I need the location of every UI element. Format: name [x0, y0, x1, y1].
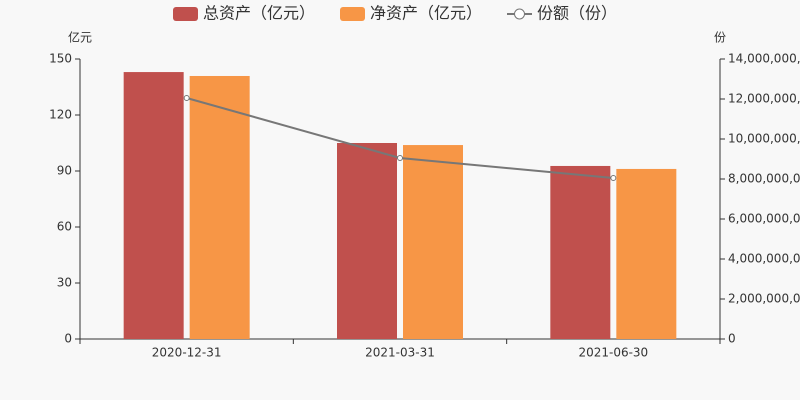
- legend-label: 净资产（亿元）: [370, 4, 482, 23]
- bar: [616, 168, 677, 339]
- legend-icon: [514, 8, 525, 20]
- line-point: [183, 95, 190, 101]
- bar: [123, 72, 184, 340]
- legend-label: 份额（份）: [537, 4, 617, 23]
- line: [186, 97, 614, 179]
- line-point: [610, 175, 617, 181]
- y2-tick-label: 8,000,000,000: [728, 172, 800, 186]
- y2-tick-label: 4,000,000,000: [728, 252, 800, 266]
- y2-tick-label: 2,000,000,000: [728, 292, 800, 306]
- legend: 总资产（亿元） 净资产（亿元） 份额（份）: [173, 4, 617, 23]
- y2-tick-label: 0: [728, 332, 736, 346]
- y-tick-label: 120: [49, 108, 72, 122]
- y-tick-label: 60: [57, 220, 72, 234]
- x-tick-label: 2021-03-31: [365, 346, 435, 360]
- y2-tick-label: 12,000,000,000: [728, 92, 800, 106]
- bar: [550, 165, 611, 339]
- x-tick-label: 2021-06-30: [578, 346, 648, 360]
- y2-tick-label: 6,000,000,000: [728, 212, 800, 226]
- x-tick-label: 2020-12-31: [152, 346, 222, 360]
- y2-tick-label: 14,000,000,000: [728, 52, 800, 66]
- legend-icon: [173, 7, 198, 21]
- bar: [189, 75, 250, 339]
- y2-axis-title: 份: [714, 31, 726, 45]
- bar: [403, 145, 463, 339]
- legend-label: 总资产（亿元）: [203, 4, 315, 23]
- bar: [337, 143, 397, 339]
- y2-tick-label: 10,000,000,000: [728, 132, 800, 146]
- legend-icon: [340, 7, 365, 21]
- line-point: [397, 155, 403, 161]
- y-tick-label: 150: [49, 52, 72, 66]
- y-tick-label: 30: [57, 276, 72, 290]
- y-axis-title: 亿元: [68, 30, 92, 45]
- y-tick-label: 0: [64, 332, 72, 346]
- y-tick-label: 90: [57, 164, 72, 178]
